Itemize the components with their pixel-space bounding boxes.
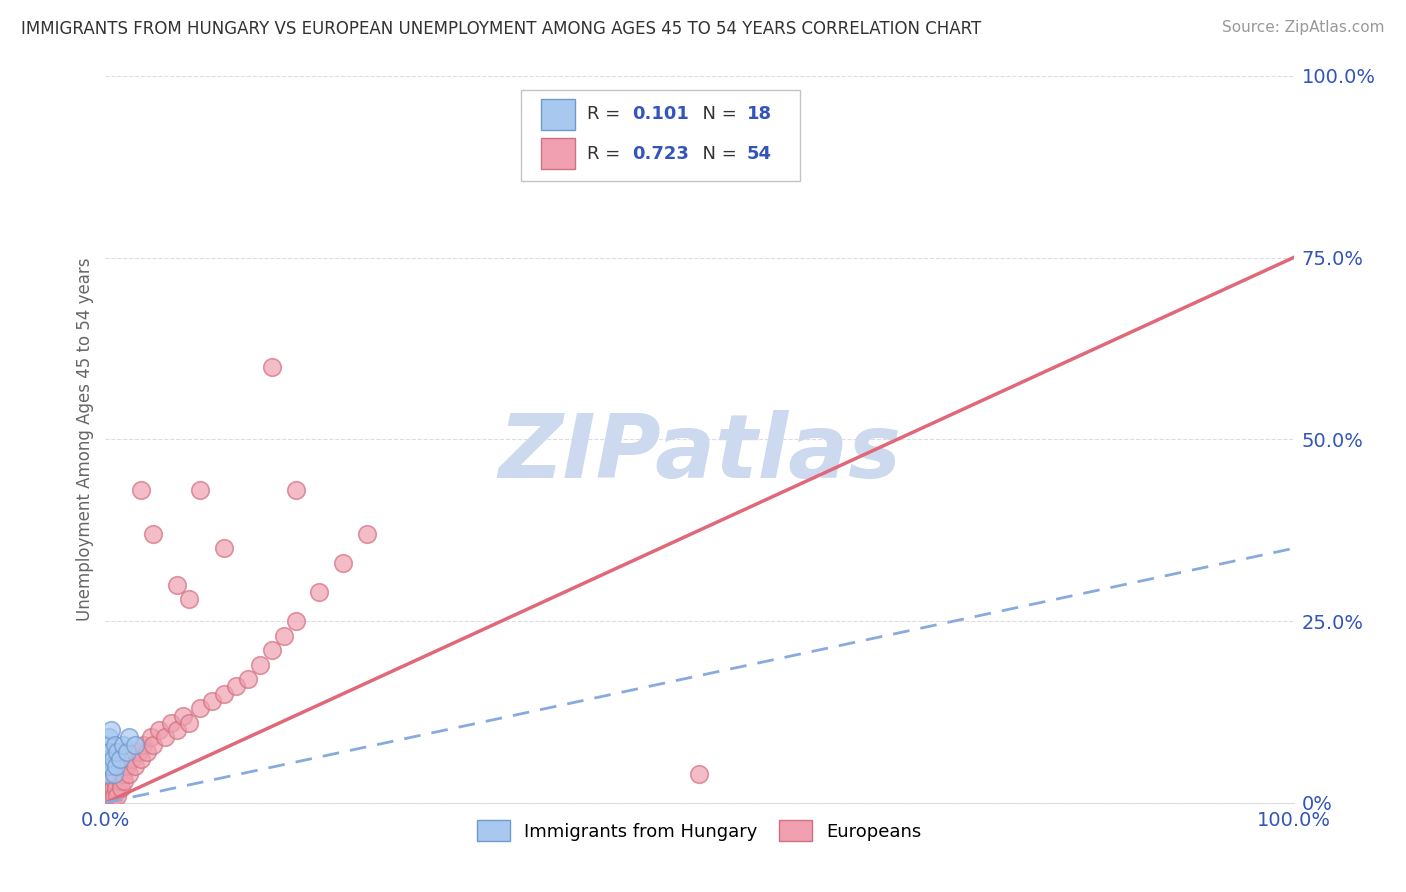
Point (260, 643, 283, 657)
Point (129, 483, 152, 498)
Point (356, 526, 378, 541)
Text: R =: R = (586, 145, 626, 162)
Point (159, 715, 181, 730)
FancyBboxPatch shape (522, 90, 800, 181)
Point (97, 781, 120, 796)
Point (114, 774, 136, 789)
Point (96, 766, 118, 780)
Point (98, 781, 121, 796)
Point (177, 592, 200, 607)
Point (177, 715, 200, 730)
Point (112, 738, 135, 752)
Point (100, 723, 122, 737)
Text: IMMIGRANTS FROM HUNGARY VS EUROPEAN UNEMPLOYMENT AMONG AGES 45 TO 54 YEARS CORRE: IMMIGRANTS FROM HUNGARY VS EUROPEAN UNEM… (21, 20, 981, 37)
Point (108, 774, 131, 789)
Y-axis label: Unemployment Among Ages 45 to 54 years: Unemployment Among Ages 45 to 54 years (76, 258, 94, 621)
Text: 18: 18 (747, 105, 772, 123)
Text: 0.723: 0.723 (631, 145, 689, 162)
Point (201, 694, 224, 708)
Point (236, 672, 259, 686)
Point (100, 774, 122, 789)
Point (101, 752, 124, 766)
Point (108, 752, 131, 766)
Point (166, 723, 188, 737)
Text: Source: ZipAtlas.com: Source: ZipAtlas.com (1222, 20, 1385, 35)
Bar (541, 138, 575, 169)
Point (112, 766, 135, 780)
Legend: Immigrants from Hungary, Europeans: Immigrants from Hungary, Europeans (470, 813, 929, 848)
Point (166, 578, 188, 592)
Point (98, 731, 121, 745)
Point (105, 781, 128, 796)
Point (284, 614, 307, 628)
Point (689, 766, 711, 780)
Point (139, 731, 162, 745)
Text: N =: N = (692, 145, 742, 162)
Point (190, 701, 212, 715)
Point (103, 789, 125, 803)
Point (98, 774, 121, 789)
Point (104, 774, 127, 789)
Point (225, 680, 247, 694)
Point (103, 766, 125, 780)
Point (118, 731, 141, 745)
Point (142, 526, 165, 541)
Point (132, 738, 155, 752)
Point (105, 789, 128, 803)
Text: 54: 54 (747, 145, 772, 162)
Point (172, 708, 194, 723)
Point (105, 759, 128, 773)
Point (148, 723, 170, 737)
Point (115, 759, 138, 773)
Point (121, 752, 143, 766)
Point (124, 738, 146, 752)
Point (98, 789, 121, 803)
Point (118, 766, 141, 780)
Point (97, 759, 120, 773)
Point (105, 745, 128, 759)
Point (101, 781, 124, 796)
Point (105, 766, 128, 780)
Point (153, 731, 176, 745)
Point (96, 789, 118, 803)
Point (128, 745, 150, 759)
Text: ZIPatlas: ZIPatlas (498, 410, 901, 498)
Point (214, 687, 236, 701)
Point (284, 483, 307, 498)
Text: 0.101: 0.101 (631, 105, 689, 123)
Point (98, 752, 121, 766)
Point (260, 359, 283, 374)
Point (110, 781, 132, 796)
Point (115, 745, 138, 759)
Text: N =: N = (692, 105, 742, 123)
Point (98, 745, 121, 759)
Point (308, 585, 330, 599)
Point (124, 759, 146, 773)
Point (100, 759, 122, 773)
Point (142, 738, 165, 752)
Point (100, 789, 122, 803)
Point (104, 738, 127, 752)
Point (249, 657, 271, 672)
Point (136, 745, 159, 759)
Point (273, 629, 295, 643)
Text: R =: R = (586, 105, 626, 123)
Bar (541, 99, 575, 129)
Point (190, 483, 212, 498)
Point (214, 541, 236, 556)
Point (97, 738, 120, 752)
Point (332, 556, 354, 570)
Point (129, 752, 152, 766)
